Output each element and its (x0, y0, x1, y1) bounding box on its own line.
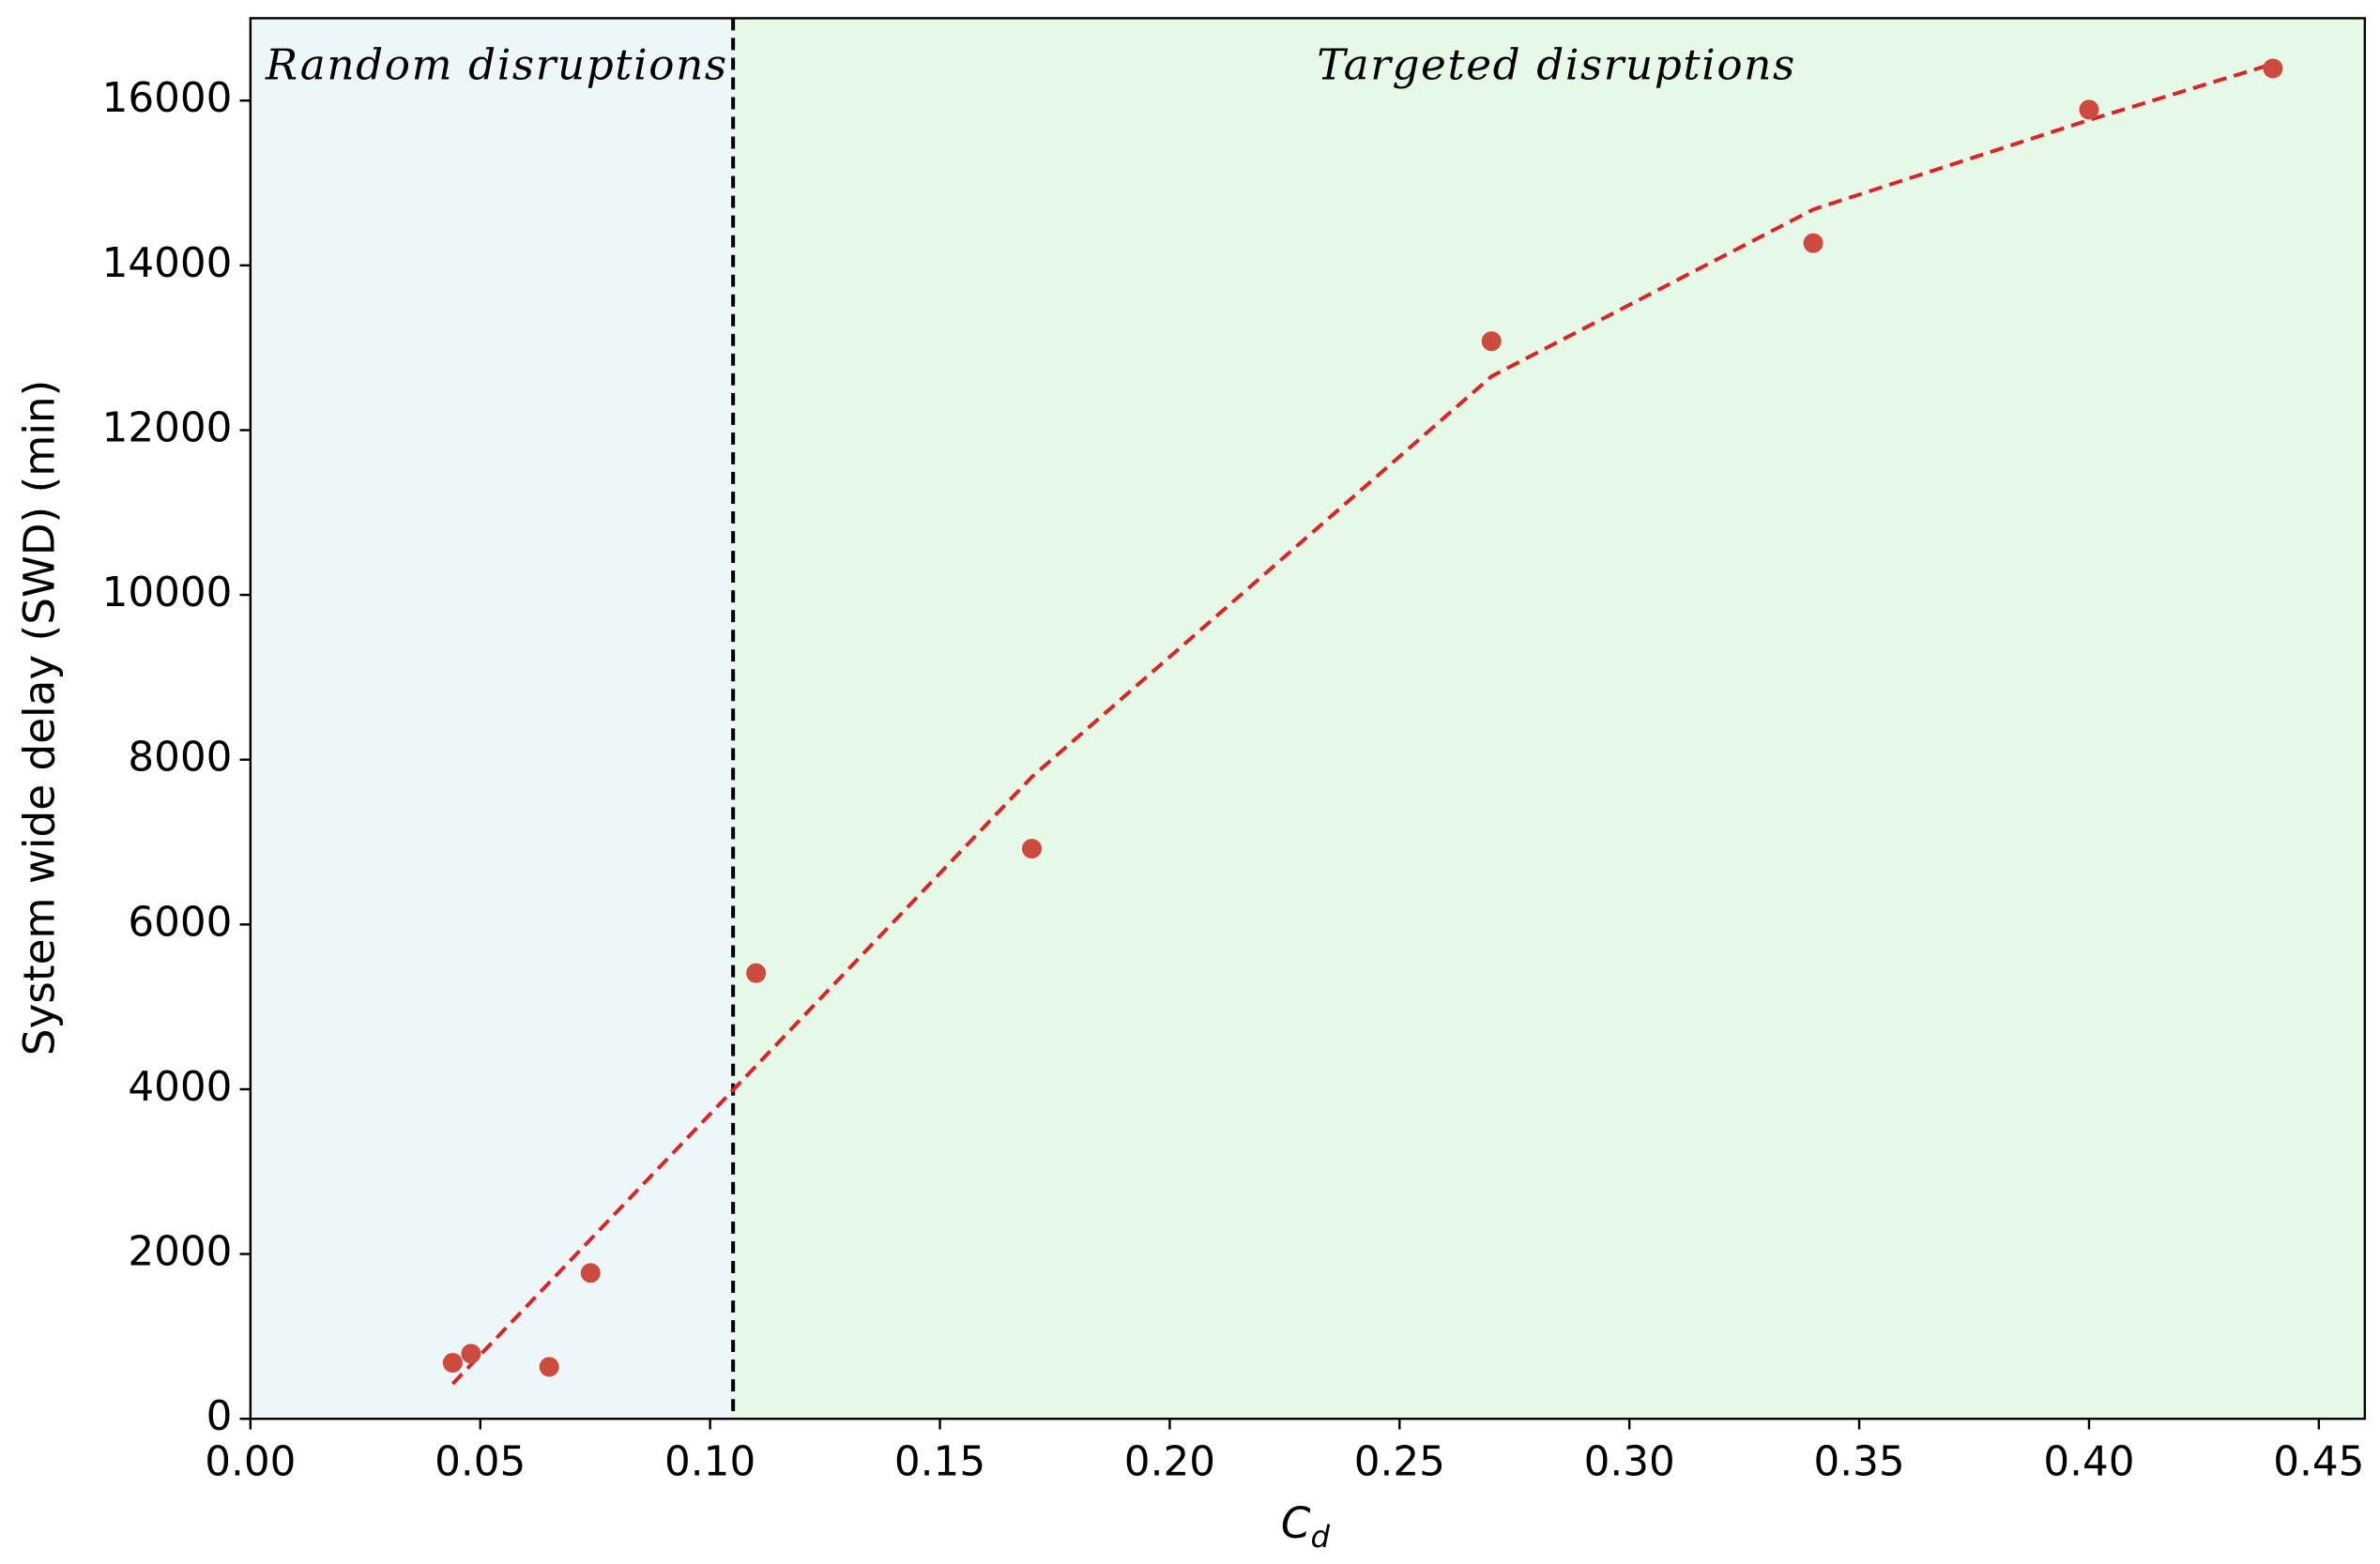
region-label: Targeted disruptions (1317, 39, 1796, 89)
data-point (2079, 99, 2099, 120)
x-tick-label: 0.35 (1813, 1438, 1904, 1486)
data-point (2263, 58, 2283, 79)
y-tick-label: 6000 (128, 898, 232, 946)
x-tick-label: 0.20 (1124, 1438, 1215, 1486)
region (250, 18, 734, 1420)
x-axis-title-main: C (1281, 1498, 1311, 1548)
data-point (580, 1263, 601, 1283)
region (733, 18, 2365, 1420)
data-point (461, 1344, 481, 1364)
y-tick-label: 8000 (128, 734, 232, 782)
y-tick-label: 2000 (128, 1228, 232, 1276)
x-tick-label: 0.15 (894, 1438, 985, 1486)
y-tick-label: 14000 (102, 239, 233, 287)
x-tick-label: 0.40 (2043, 1438, 2134, 1486)
data-point (1021, 839, 1042, 859)
fit-line (450, 62, 2274, 1386)
data-point (539, 1357, 559, 1377)
y-tick-label: 10000 (102, 569, 233, 616)
y-tick-label: 0 (206, 1392, 233, 1440)
data-point (1481, 331, 1502, 352)
region-label: Random disruptions (265, 39, 728, 89)
x-axis-title-sub: d (1310, 1519, 1330, 1555)
x-tick-label: 0.45 (2273, 1438, 2364, 1486)
x-tick-label: 0.05 (435, 1438, 526, 1486)
data-point (746, 963, 767, 983)
y-axis-title: System wide delay (SWD) (min) (14, 380, 64, 1056)
x-tick-label: 0.25 (1354, 1438, 1445, 1486)
y-tick-label: 16000 (102, 74, 233, 122)
x-axis-title: Cd (1281, 1498, 1331, 1555)
y-tick-label: 12000 (102, 403, 233, 451)
plot-frame (249, 17, 2367, 1420)
x-tick-label: 0.30 (1584, 1438, 1675, 1486)
data-point (442, 1352, 463, 1374)
data-point (1803, 233, 1823, 253)
x-tick-label: 0.00 (205, 1438, 296, 1486)
x-tick-label: 0.10 (664, 1438, 755, 1486)
y-tick-label: 4000 (128, 1063, 232, 1111)
